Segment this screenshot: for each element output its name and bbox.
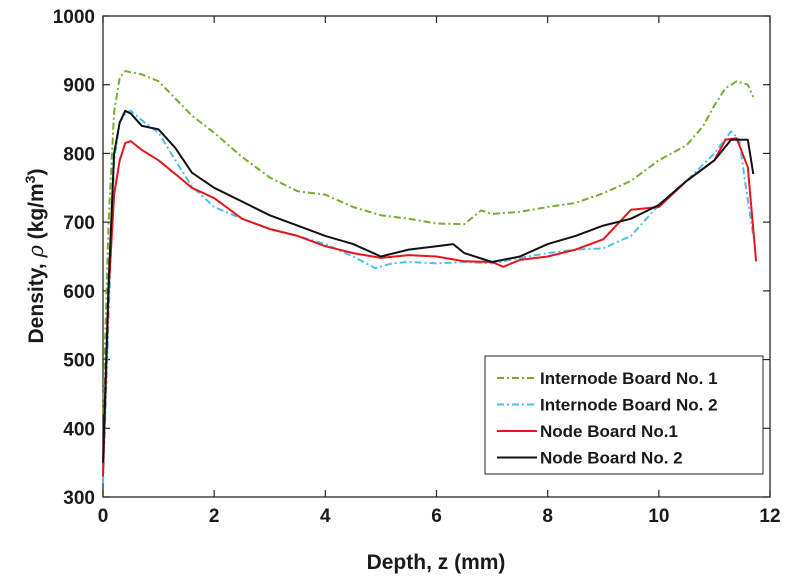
y-axis-label-symbol: ρ [24, 245, 48, 259]
y-tick-label: 400 [63, 419, 95, 440]
y-axis-label-main: Density, [25, 258, 48, 344]
y-axis-label-unit: (kg/m [25, 183, 48, 245]
legend-label: Node Board No.1 [540, 422, 678, 441]
x-tick-label: 0 [98, 506, 109, 527]
x-tick-label: 12 [759, 506, 780, 527]
y-axis-label: Density, ρ (kg/m3) [22, 169, 48, 344]
y-tick-label: 900 [63, 76, 95, 97]
y-axis-ticks: 300 400 500 600 700 800 900 1000 [53, 7, 770, 509]
legend-items: Internode Board No. 1 Internode Board No.… [497, 369, 718, 468]
x-tick-label: 6 [431, 506, 442, 527]
y-tick-label: 1000 [53, 7, 95, 28]
series-line-4 [102, 109, 755, 463]
legend-label: Node Board No. 2 [540, 449, 683, 468]
x-tick-label: 4 [320, 506, 331, 527]
x-tick-label: 2 [209, 506, 220, 527]
x-axis-ticks: 0 2 4 6 8 10 12 [98, 16, 781, 527]
legend-box [484, 355, 764, 475]
x-axis-label: Depth, z (mm) [367, 551, 506, 574]
legend-label: Internode Board No. 1 [540, 369, 718, 388]
legend: Internode Board No. 1 Internode Board No.… [484, 355, 764, 475]
series-layer [102, 70, 758, 484]
y-tick-label: 300 [63, 488, 95, 509]
y-tick-label: 800 [63, 144, 95, 165]
y-tick-label: 700 [63, 213, 95, 234]
y-tick-label: 500 [63, 351, 95, 372]
y-axis-label-sup: 3 [22, 175, 38, 183]
y-tick-label: 600 [63, 282, 95, 303]
y-axis-label-close: ) [25, 169, 48, 176]
legend-label: Internode Board No. 2 [540, 396, 718, 415]
x-tick-label: 10 [648, 506, 669, 527]
x-tick-label: 8 [542, 506, 553, 527]
